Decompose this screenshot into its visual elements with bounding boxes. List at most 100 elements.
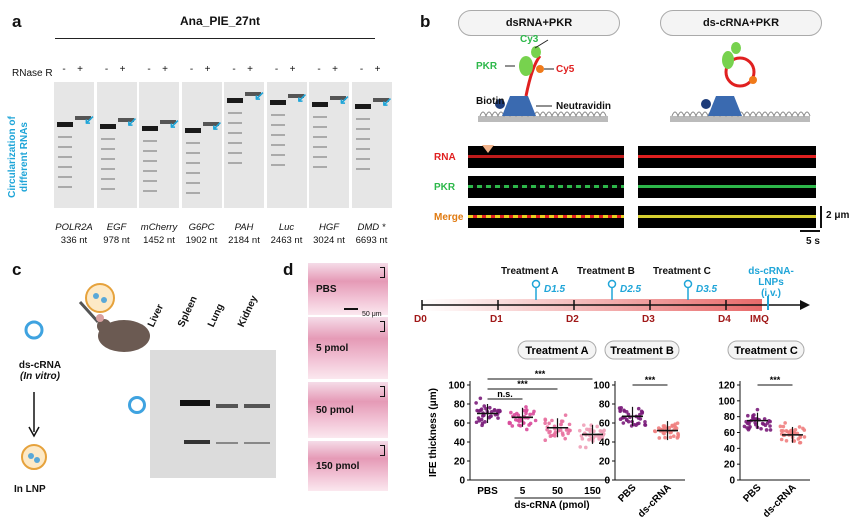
scale-label-2um: 2 μm [826, 210, 850, 221]
data-point [553, 430, 558, 435]
data-point [626, 412, 631, 417]
mouse-injection-schematic [21, 283, 150, 470]
data-point [638, 412, 642, 417]
data-point [547, 421, 551, 426]
chart-0: Treatment A 0 20 40 60 80 100 PBS 5 50 150 n.s. *** *… [428, 340, 610, 511]
data-point [548, 429, 552, 434]
row-label-rna: RNA [434, 152, 456, 163]
organ-label: Lung [206, 302, 227, 329]
significance-label: n.s. [497, 389, 513, 399]
y-tick-label: 0 [604, 476, 610, 487]
yaxis-line-1: Circularization of [7, 116, 18, 198]
gel-lane-image: ↙ [181, 82, 222, 208]
data-point [483, 420, 487, 424]
chart-title: Treatment C [734, 345, 798, 357]
rnase-minus-sign: - [359, 64, 364, 75]
x-category-label: PBS [477, 486, 498, 497]
data-point [508, 421, 512, 425]
data-point [548, 434, 553, 439]
y-tick-label: 100 [718, 396, 735, 407]
data-point [663, 435, 667, 440]
ds-crna-pkr-title: ds-cRNA+PKR [660, 10, 822, 36]
data-point [543, 421, 547, 426]
rnase-plus-sign: + [77, 64, 83, 75]
kymo-merge-right [638, 206, 816, 228]
timeline-day-label: D0 [414, 314, 427, 325]
lane-size: 978 nt [103, 235, 130, 246]
data-point [583, 445, 588, 450]
cy5-dot-left [536, 65, 544, 73]
gel-lane-image: ↙ [224, 82, 265, 208]
y-tick-label: 80 [454, 400, 466, 411]
row-label-merge: Merge [434, 212, 464, 223]
data-point [477, 409, 481, 413]
histology-label: PBS [316, 284, 337, 295]
histology-image: 5 pmol [308, 317, 388, 379]
organ-label: Kidney [236, 294, 261, 329]
y-tick-label: 0 [459, 476, 465, 487]
data-point [512, 412, 517, 417]
cy3-label: Cy3 [520, 34, 539, 45]
gel-lane-image: ↙ [96, 82, 137, 208]
rnase-minus-sign: - [147, 64, 151, 75]
data-point [617, 406, 622, 410]
lane-size: 1902 nt [185, 235, 218, 246]
treatment-marker-icon [531, 279, 541, 289]
data-point [479, 407, 484, 411]
data-point [482, 404, 487, 408]
data-point [510, 424, 515, 428]
rnase-plus-sign: + [374, 64, 381, 75]
data-point [564, 428, 569, 432]
lnp-icon-top [85, 283, 115, 313]
data-point [474, 401, 478, 405]
rnase-plus-sign: + [332, 64, 338, 75]
x-category-label: PBS [616, 482, 639, 505]
data-point [481, 414, 485, 418]
data-point [587, 437, 591, 442]
kymo-pkr-right [638, 176, 816, 198]
circular-band-arrow-icon: ↙ [84, 112, 95, 127]
data-point [643, 420, 647, 424]
kymo-rna-left [468, 145, 624, 168]
circle-marker-gel [128, 396, 146, 414]
data-point [498, 409, 502, 414]
panel-a-title-rule [55, 38, 375, 39]
data-point [559, 422, 563, 427]
y-tick-label: 0 [729, 476, 735, 487]
rnase-plus-sign: + [204, 64, 211, 75]
rnase-r-label: RNase R [12, 68, 53, 79]
gel-lane-image: ↙ [351, 82, 392, 208]
surface-brush-right [671, 111, 811, 118]
timeline-arrowhead [800, 300, 810, 310]
gel-lane-image: ↙ [266, 82, 307, 208]
data-point [636, 406, 641, 411]
data-point [478, 396, 483, 401]
data-point [524, 427, 529, 432]
x-category-label: 5 [520, 486, 526, 497]
y-tick-label: 60 [454, 419, 466, 430]
treatment-name: Treatment A [501, 266, 559, 277]
data-point [793, 428, 798, 432]
histology-image: 150 pmol [308, 441, 388, 491]
rnase-minus-sign: - [274, 64, 279, 75]
rnase-minus-sign: - [232, 64, 236, 75]
histology-label: 50 pmol [316, 405, 354, 416]
data-point [528, 421, 533, 426]
gel-lane-image: ↙ [309, 82, 350, 208]
data-point [563, 413, 568, 417]
y-tick-label: 100 [448, 381, 465, 392]
data-point [480, 423, 484, 428]
gel-lane-image: ↙ [139, 82, 180, 208]
data-point [550, 418, 554, 423]
rnase-plus-sign: + [162, 64, 168, 75]
data-point [543, 438, 548, 442]
lnp-icon-bottom [21, 444, 47, 470]
rnase-plus-sign: + [247, 64, 253, 75]
lane-size: 2463 nt [270, 235, 303, 246]
data-point [796, 437, 801, 441]
rnase-minus-sign: - [317, 64, 321, 75]
data-point [742, 424, 747, 429]
data-point [764, 428, 769, 432]
panel-d-letter: d [283, 260, 294, 279]
y-tick-label: 40 [599, 438, 611, 449]
